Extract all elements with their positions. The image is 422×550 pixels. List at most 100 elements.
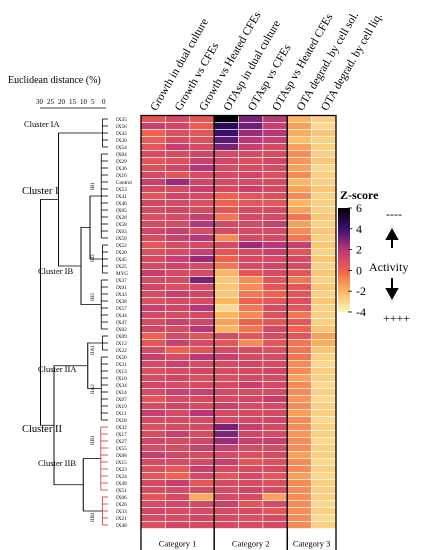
heatmap-cell xyxy=(238,297,264,305)
heatmap-cell xyxy=(189,290,215,298)
heatmap-cell xyxy=(262,115,288,123)
heatmap-cell xyxy=(238,479,264,487)
heatmap-cell xyxy=(262,129,288,137)
heatmap-cell xyxy=(165,129,191,137)
heatmap-cell xyxy=(262,297,288,305)
heatmap-cell xyxy=(262,332,288,340)
heatmap-cell xyxy=(213,227,239,235)
heatmap-cell xyxy=(140,178,166,186)
heatmap-cell xyxy=(262,171,288,179)
heatmap-cell xyxy=(140,234,166,242)
heatmap-cell xyxy=(262,514,288,522)
heatmap-cell xyxy=(189,178,215,186)
heatmap-cell xyxy=(213,486,239,494)
heatmap-cell xyxy=(238,136,264,144)
heatmap-cell xyxy=(311,115,337,123)
heatmap-cell xyxy=(213,360,239,368)
heatmap-cell xyxy=(140,521,166,529)
heatmap-cell xyxy=(213,423,239,431)
heatmap-cell xyxy=(286,199,312,207)
row-label: IX32 xyxy=(116,425,127,431)
heatmap-cell xyxy=(311,479,337,487)
heatmap-cell xyxy=(311,143,337,151)
heatmap-cell xyxy=(286,241,312,249)
heatmap-cell xyxy=(286,290,312,298)
heatmap-cell xyxy=(213,269,239,277)
heatmap-cell xyxy=(213,150,239,158)
heatmap-cell xyxy=(189,143,215,151)
heatmap-cell xyxy=(238,192,264,200)
heatmap-cell xyxy=(140,171,166,179)
heatmap-cell xyxy=(140,136,166,144)
heatmap-cell xyxy=(262,276,288,284)
heatmap-cell xyxy=(238,157,264,165)
heatmap-cell xyxy=(140,276,166,284)
heatmap-cell xyxy=(165,248,191,256)
heatmap-cell xyxy=(262,493,288,501)
heatmap-cell xyxy=(213,374,239,382)
heatmap-cell xyxy=(189,206,215,214)
heatmap-cell xyxy=(286,171,312,179)
heatmap-cell xyxy=(213,178,239,186)
heatmap-cell xyxy=(286,507,312,515)
subcluster-label-IB2: IB2 xyxy=(90,254,96,262)
heatmap-cell xyxy=(238,206,264,214)
heatmap-cell xyxy=(165,318,191,326)
heatmap-cell xyxy=(165,192,191,200)
heatmap-cell xyxy=(189,283,215,291)
heatmap-cell xyxy=(189,437,215,445)
heatmap-cell xyxy=(189,402,215,410)
heatmap-cell xyxy=(238,339,264,347)
heatmap-cell xyxy=(213,220,239,228)
heatmap-cell xyxy=(213,430,239,438)
heatmap-cell xyxy=(286,122,312,130)
row-label: IX45 xyxy=(116,257,127,263)
heatmap-cell xyxy=(262,423,288,431)
heatmap-cell xyxy=(189,185,215,193)
heatmap-cell xyxy=(165,297,191,305)
row-label: IX07 xyxy=(116,397,127,403)
heatmap-cell xyxy=(311,472,337,480)
subcluster-label-IIA2: IIA2 xyxy=(90,384,96,394)
heatmap-cell xyxy=(262,409,288,417)
heatmap-cell xyxy=(262,416,288,424)
heatmap-cell xyxy=(140,437,166,445)
heatmap-cell xyxy=(165,367,191,375)
heatmap-cell xyxy=(286,423,312,431)
heatmap-cell xyxy=(286,451,312,459)
heatmap-cell xyxy=(262,192,288,200)
heatmap-cell xyxy=(311,486,337,494)
heatmap-cell xyxy=(213,129,239,137)
heatmap-cell xyxy=(140,164,166,172)
heatmap-cell xyxy=(311,493,337,501)
subcluster-label-IIB2: IIB2 xyxy=(90,512,96,522)
heatmap-cell xyxy=(238,185,264,193)
heatmap-cell xyxy=(311,423,337,431)
heatmap-cell xyxy=(140,227,166,235)
heatmap-cell xyxy=(286,458,312,466)
heatmap-cell xyxy=(165,171,191,179)
heatmap-cell xyxy=(213,255,239,263)
heatmap-cell xyxy=(189,360,215,368)
dendrogram-branch xyxy=(82,458,103,512)
heatmap-cell xyxy=(189,213,215,221)
heatmap-cell xyxy=(189,472,215,480)
heatmap-cell xyxy=(311,360,337,368)
heatmap-cell xyxy=(189,269,215,277)
heatmap-cell xyxy=(311,444,337,452)
heatmap-cell xyxy=(262,262,288,270)
category-label: Category 1 xyxy=(159,539,197,549)
heatmap-cell xyxy=(238,507,264,515)
row-label: IX27 xyxy=(116,439,127,445)
heatmap-cell xyxy=(238,360,264,368)
row-label: IX52 xyxy=(116,243,127,249)
heatmap-cell xyxy=(165,332,191,340)
heatmap-cell xyxy=(286,444,312,452)
heatmap-cell xyxy=(165,143,191,151)
heatmap-cell xyxy=(238,332,264,340)
heatmap-cell xyxy=(165,276,191,284)
cluster-label-II: Cluster II xyxy=(22,424,62,435)
heatmap-cell xyxy=(140,143,166,151)
heatmap-cell xyxy=(286,206,312,214)
